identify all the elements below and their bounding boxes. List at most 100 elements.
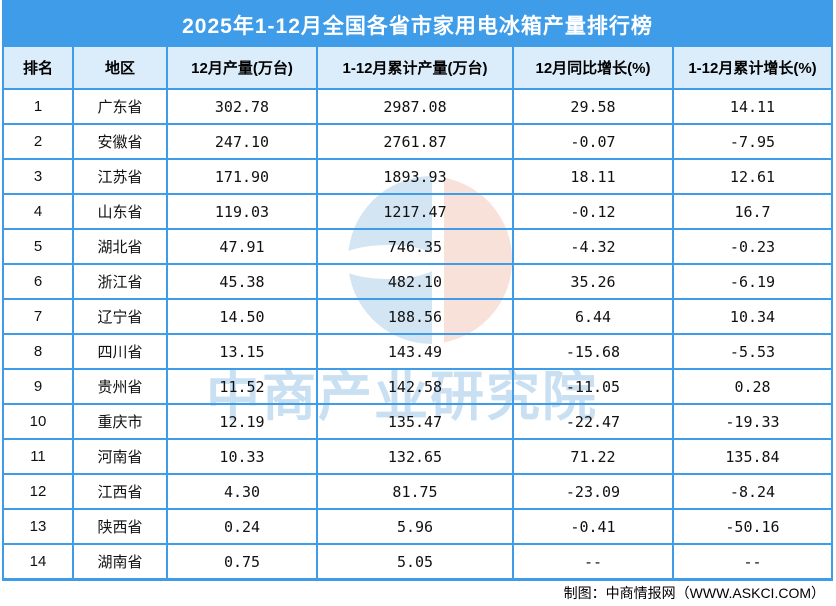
table-cell: 6	[4, 265, 74, 298]
table-row: 14 湖南省 0.75 5.05 -- --	[4, 545, 831, 580]
table-cell: 81.75	[318, 475, 514, 508]
title-bar: 2025年1-12月全国各省市家用电冰箱产量排行榜	[4, 2, 831, 47]
table-cell: 7	[4, 300, 74, 333]
table-cell: 71.22	[514, 440, 674, 473]
table-cell: 山东省	[74, 195, 168, 228]
table-cell: 湖北省	[74, 230, 168, 263]
table-cell: 16.7	[734, 202, 771, 221]
table-cell: -22.47	[514, 405, 674, 438]
table-cell: 746.35	[318, 230, 514, 263]
table-row: 2 安徽省 247.10 2761.87 -0.07 -7.95	[4, 125, 831, 160]
table-row: 8 四川省 13.15 143.49 -15.68 -5.53	[4, 335, 831, 370]
table-cell: 14.50	[168, 300, 318, 333]
table-cell: 12.19	[168, 405, 318, 438]
table-cell: 135.84	[725, 447, 780, 466]
table-cell: 5.96	[318, 510, 514, 543]
source-credit: 制图：中商情报网（WWW.ASKCI.COM）	[563, 585, 825, 601]
table-cell: 171.90	[168, 160, 318, 193]
table-cell: 2761.87	[318, 125, 514, 158]
table-cell: 13	[4, 510, 74, 543]
table-cell: 135.47	[318, 405, 514, 438]
table-cell: 4.30	[168, 475, 318, 508]
column-header: 1-12月累计产量(万台)	[318, 47, 514, 88]
table-cell: -19.33	[725, 412, 780, 431]
table-cell: 9	[4, 370, 74, 403]
table-cell: 47.91	[168, 230, 318, 263]
table-row: 10 重庆市 12.19 135.47 -22.47 -19.33	[4, 405, 831, 440]
table-cell: 湖南省	[74, 545, 168, 578]
table-cell: 贵州省	[74, 370, 168, 403]
table-cell: 35.26	[514, 265, 674, 298]
column-header: 12月产量(万台)	[168, 47, 318, 88]
table-cell: 13.15	[168, 335, 318, 368]
table-cell: -0.07	[514, 125, 674, 158]
table-row: 7 辽宁省 14.50 188.56 6.44 10.34	[4, 300, 831, 335]
table-cell: 0.28	[734, 377, 771, 396]
table-cell: 143.49	[318, 335, 514, 368]
table-row: 13 陕西省 0.24 5.96 -0.41 -50.16	[4, 510, 831, 545]
table-cell: 四川省	[74, 335, 168, 368]
table-cell: -23.09	[514, 475, 674, 508]
table-cell: 142.58	[318, 370, 514, 403]
table-cell: 2	[4, 125, 74, 158]
table-row: 5 湖北省 47.91 746.35 -4.32 -0.23	[4, 230, 831, 265]
page-title: 2025年1-12月全国各省市家用电冰箱产量排行榜	[182, 14, 653, 38]
table-cell: 302.78	[168, 90, 318, 123]
table-cell: 10.34	[729, 307, 776, 326]
column-header: 排名	[4, 47, 74, 88]
table-cell: 1	[4, 90, 74, 123]
table-cell: -50.16	[725, 517, 780, 536]
table-cell: 浙江省	[74, 265, 168, 298]
table-cell: 14	[4, 545, 74, 578]
table-cell: -5.53	[729, 342, 776, 361]
table-row: 11 河南省 10.33 132.65 71.22 135.84	[4, 440, 831, 475]
table-cell: -6.19	[729, 272, 776, 291]
table-cell: 1217.47	[318, 195, 514, 228]
table-cell: 0.75	[168, 545, 318, 578]
table-cell: 6.44	[514, 300, 674, 333]
table-cell: -4.32	[514, 230, 674, 263]
table-cell: 陕西省	[74, 510, 168, 543]
table-cell: 10	[4, 405, 74, 438]
table-cell: --	[514, 545, 674, 578]
table-cell: 11	[4, 440, 74, 473]
table-cell: 14.11	[729, 97, 776, 116]
table-row: 12 江西省 4.30 81.75 -23.09 -8.24	[4, 475, 831, 510]
table-row: 1 广东省 302.78 2987.08 29.58 14.11	[4, 90, 831, 125]
table-cell: 3	[4, 160, 74, 193]
table-cell: -0.12	[514, 195, 674, 228]
column-header: 地区	[74, 47, 168, 88]
table-cell: 11.52	[168, 370, 318, 403]
table-cell: 4	[4, 195, 74, 228]
column-header: 12月同比增长(%)	[514, 47, 674, 88]
table-cell: 5.05	[318, 545, 514, 578]
table-cell: 安徽省	[74, 125, 168, 158]
table-cell: -15.68	[514, 335, 674, 368]
table-row: 3 江苏省 171.90 1893.93 18.11 12.61	[4, 160, 831, 195]
table-cell: 1893.93	[318, 160, 514, 193]
table-cell: 12	[4, 475, 74, 508]
table-cell: 江苏省	[74, 160, 168, 193]
table-cell: -8.24	[729, 482, 776, 501]
table-cell: 18.11	[514, 160, 674, 193]
table-cell: 10.33	[168, 440, 318, 473]
table-cell: 重庆市	[74, 405, 168, 438]
column-header: 1-12月累计增长(%)	[688, 60, 817, 77]
table-cell: 广东省	[74, 90, 168, 123]
table-cell: -0.23	[729, 237, 776, 256]
table-cell: 482.10	[318, 265, 514, 298]
table-row: 9 贵州省 11.52 142.58 -11.05 0.28	[4, 370, 831, 405]
table-cell: 辽宁省	[74, 300, 168, 333]
table-cell: 8	[4, 335, 74, 368]
table-cell: 河南省	[74, 440, 168, 473]
table-cell: -11.05	[514, 370, 674, 403]
table-cell: 5	[4, 230, 74, 263]
table-cell: 0.24	[168, 510, 318, 543]
table-cell: -7.95	[729, 132, 776, 151]
table-row: 4 山东省 119.03 1217.47 -0.12 16.7	[4, 195, 831, 230]
table-cell: 119.03	[168, 195, 318, 228]
table-cell: 132.65	[318, 440, 514, 473]
table-cell: 45.38	[168, 265, 318, 298]
table-body: 1 广东省 302.78 2987.08 29.58 14.11 2 安徽省 247.10 276…	[4, 90, 831, 580]
